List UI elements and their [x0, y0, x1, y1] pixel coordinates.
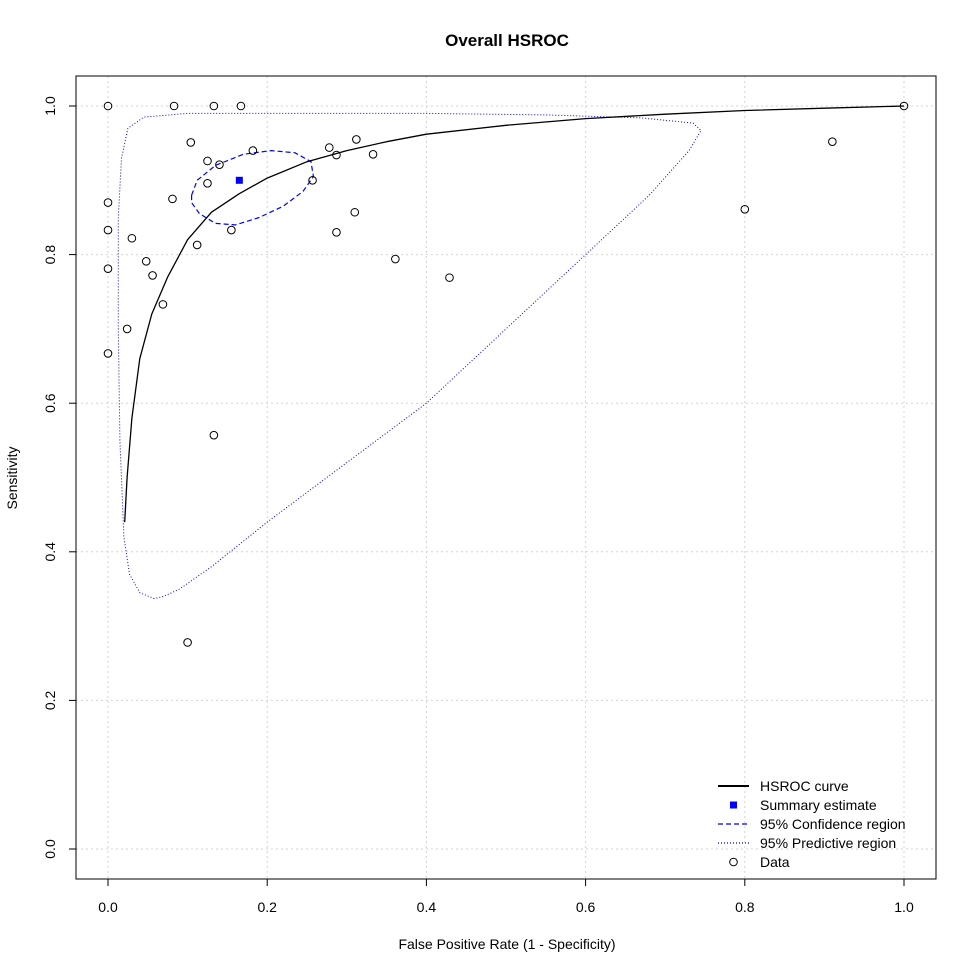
data-point — [209, 430, 219, 440]
y-tick-label: 0.8 — [42, 245, 58, 265]
y-tick-label: 0.6 — [42, 393, 58, 413]
x-tick-label: 0.0 — [98, 899, 118, 915]
y-tick-label: 0.0 — [42, 839, 58, 859]
legend-label: 95% Confidence region — [760, 816, 906, 832]
legend-item: 95% Predictive region — [718, 835, 896, 851]
data-points — [103, 101, 909, 647]
legend: HSROC curve Summary estimate 95% Confidenc… — [718, 778, 906, 870]
data-point — [236, 101, 246, 111]
confidence-region — [191, 150, 314, 226]
legend-label: HSROC curve — [760, 778, 849, 794]
grid-lines — [76, 76, 936, 879]
x-axis: 0.0 0.2 0.4 0.6 0.8 1.0 — [98, 878, 914, 915]
data-point — [141, 256, 151, 266]
data-point — [103, 264, 113, 274]
x-tick-label: 0.4 — [417, 899, 437, 915]
data-point — [158, 300, 168, 309]
data-point — [183, 638, 192, 647]
data-point — [168, 194, 177, 204]
summary-estimate — [235, 176, 243, 184]
legend-label: Summary estimate — [760, 797, 877, 813]
data-point — [368, 149, 378, 159]
data-point — [324, 143, 334, 152]
data-point — [332, 228, 341, 237]
data-point — [169, 101, 179, 111]
data-point — [148, 271, 157, 280]
data-point — [122, 324, 132, 334]
legend-item: 95% Confidence region — [718, 816, 906, 832]
data-point — [899, 101, 909, 111]
data-point — [203, 178, 212, 188]
data-point — [215, 160, 224, 169]
data-point — [103, 225, 113, 235]
data-point — [350, 207, 360, 217]
data-point — [127, 233, 137, 243]
data-point — [391, 254, 400, 264]
data-point — [103, 349, 113, 358]
data-point — [186, 138, 196, 147]
y-axis: 0.0 0.2 0.4 0.6 0.8 1.0 — [42, 96, 77, 859]
data-point — [332, 150, 341, 160]
x-tick-label: 0.8 — [735, 899, 755, 915]
y-tick-label: 0.4 — [42, 542, 58, 562]
legend-item: Data — [729, 854, 790, 870]
summary-estimate-marker — [235, 176, 243, 184]
data-point — [445, 273, 454, 282]
data-point — [192, 240, 202, 250]
plot-frame — [75, 75, 937, 880]
data-point — [308, 176, 317, 185]
legend-item: Summary estimate — [730, 797, 877, 813]
data-point — [828, 137, 837, 146]
legend-item: HSROC curve — [718, 778, 849, 794]
data-point — [203, 156, 212, 166]
data-point — [352, 135, 361, 144]
legend-swatch-circle — [729, 857, 738, 867]
y-tick-label: 0.2 — [42, 690, 58, 710]
data-point — [103, 101, 113, 111]
legend-label: Data — [760, 854, 790, 870]
legend-swatch-square — [730, 801, 737, 809]
chart-title: Overall HSROC — [445, 31, 569, 50]
legend-label: 95% Predictive region — [760, 835, 896, 851]
data-point — [740, 204, 750, 214]
x-axis-label: False Positive Rate (1 - Specificity) — [398, 936, 615, 952]
confidence-region-line — [191, 150, 314, 226]
data-point — [209, 101, 219, 111]
x-tick-label: 1.0 — [894, 899, 914, 915]
data-point — [103, 198, 113, 207]
hsroc-curve-line — [124, 105, 905, 523]
data-point — [248, 146, 258, 155]
hsroc-curve — [124, 105, 905, 523]
x-tick-label: 0.2 — [257, 899, 277, 915]
x-tick-label: 0.6 — [576, 899, 596, 915]
y-axis-label: Sensitivity — [4, 446, 20, 509]
y-tick-label: 1.0 — [42, 96, 58, 116]
data-point — [227, 225, 236, 235]
